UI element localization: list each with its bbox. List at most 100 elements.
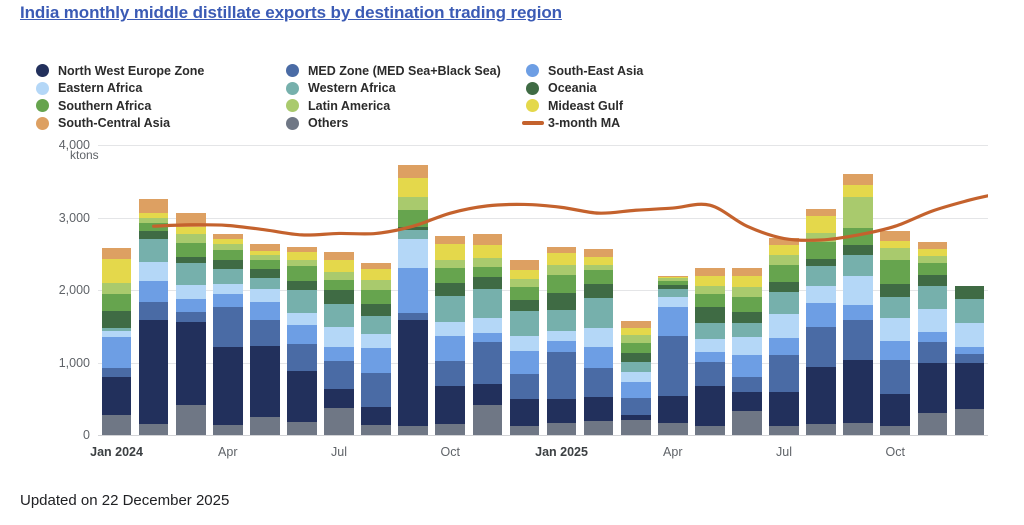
legend-item[interactable]: Mideast Gulf — [526, 97, 736, 115]
stacked-bar[interactable] — [583, 248, 614, 435]
legend-item-label: Others — [308, 116, 349, 131]
bar-segment — [583, 347, 614, 369]
stacked-bar[interactable] — [250, 244, 280, 435]
stacked-bar[interactable] — [843, 174, 874, 435]
bar-segment — [138, 301, 169, 321]
stacked-bar[interactable] — [769, 237, 799, 435]
legend-item[interactable]: 3-month MA — [522, 115, 736, 133]
bar-segment — [695, 285, 725, 294]
stacked-bar[interactable] — [212, 233, 243, 435]
stacked-bar[interactable] — [175, 213, 206, 435]
stacked-bar[interactable] — [398, 164, 429, 435]
stacked-bar[interactable] — [324, 252, 354, 435]
legend-item[interactable]: Latin America — [286, 97, 526, 115]
legend-item-label: 3-month MA — [548, 116, 621, 131]
stacked-bar[interactable] — [917, 242, 948, 435]
legend-item[interactable]: North West Europe Zone — [36, 62, 286, 80]
bar-segment — [435, 361, 466, 387]
stacked-bar[interactable] — [435, 235, 466, 435]
bar-segment — [472, 332, 503, 342]
stacked-bar[interactable] — [695, 267, 725, 435]
legend-item-label: Eastern Africa — [58, 81, 143, 96]
bar-segment — [250, 319, 280, 346]
bar-segment — [769, 265, 799, 283]
bar-segment — [101, 311, 132, 329]
stacked-bar[interactable] — [880, 230, 911, 435]
bar-segment — [620, 361, 651, 372]
bar-segment — [509, 311, 540, 336]
stacked-bar[interactable] — [620, 321, 651, 435]
stacked-bar[interactable] — [287, 246, 317, 435]
stacked-bar[interactable] — [657, 275, 688, 435]
bar-segment — [398, 229, 429, 240]
legend-item[interactable]: South-Central Asia — [36, 115, 286, 133]
bar-segment — [472, 384, 503, 405]
legend-item[interactable]: Others — [286, 115, 526, 133]
bar-segment — [769, 426, 799, 435]
bar-segment — [880, 425, 911, 435]
bar-segment — [398, 312, 429, 320]
bar-segment — [138, 262, 169, 281]
bar-segment — [324, 327, 354, 347]
bar-segment — [101, 415, 132, 435]
bar-segment — [250, 302, 280, 320]
legend-item[interactable]: South-East Asia — [526, 62, 736, 80]
x-tick-label: Jan 2024 — [90, 445, 143, 459]
bar-segment — [101, 377, 132, 416]
stacked-bar[interactable] — [806, 208, 836, 435]
stacked-bar[interactable] — [509, 260, 540, 435]
bar-segment — [509, 350, 540, 375]
bar-segment — [175, 321, 206, 406]
stacked-bar[interactable] — [732, 268, 762, 435]
gridline — [98, 145, 988, 146]
bar-segment — [509, 269, 540, 280]
bar-segment — [212, 424, 243, 435]
bar-segment — [546, 398, 577, 423]
bar-segment — [917, 342, 948, 363]
bar-segment — [324, 260, 354, 272]
bar-segment — [324, 252, 354, 261]
x-tick-label: Apr — [663, 445, 683, 459]
bar-segment — [695, 338, 725, 353]
bar-segment — [769, 292, 799, 314]
bar-segment — [212, 293, 243, 307]
bar-segment — [732, 337, 762, 356]
updated-timestamp: Updated on 22 December 2025 — [20, 492, 230, 509]
bar-segment — [880, 283, 911, 297]
y-tick-label: 3,000 — [58, 210, 90, 225]
bar-segment — [509, 399, 540, 426]
legend-swatch-icon — [36, 81, 49, 95]
bar-segment — [620, 419, 651, 435]
bar-segment — [657, 395, 688, 423]
bar-segment — [806, 326, 836, 367]
legend-item[interactable]: MED Zone (MED Sea+Black Sea) — [286, 62, 526, 80]
legend-item[interactable]: Western Africa — [286, 80, 526, 98]
stacked-bar[interactable] — [546, 246, 577, 435]
bar-segment — [472, 404, 503, 435]
bar-segment — [287, 313, 317, 325]
legend-item[interactable]: Oceania — [526, 80, 736, 98]
stacked-bar[interactable] — [954, 285, 985, 435]
bar-segment — [843, 359, 874, 424]
bar-segment — [806, 366, 836, 425]
stacked-bar[interactable] — [138, 199, 169, 435]
bar-segment — [769, 245, 799, 255]
bar-segment — [620, 343, 651, 354]
bar-segment — [732, 275, 762, 288]
bar-segment — [917, 332, 948, 343]
bar-segment — [287, 371, 317, 422]
page-title[interactable]: India monthly middle distillate exports … — [20, 3, 562, 22]
stacked-bar[interactable] — [361, 262, 391, 435]
stacked-bar[interactable] — [101, 248, 132, 435]
bar-segment — [769, 282, 799, 293]
legend-item[interactable]: Southern Africa — [36, 97, 286, 115]
bar-segment — [398, 209, 429, 227]
bar-segment — [509, 260, 540, 270]
legend-item[interactable]: Eastern Africa — [36, 80, 286, 98]
bar-segment — [657, 284, 688, 290]
bar-segment — [398, 164, 429, 179]
bar-segment — [843, 196, 874, 228]
bar-segment — [435, 336, 466, 362]
bar-segment — [657, 277, 688, 279]
stacked-bar[interactable] — [472, 233, 503, 435]
